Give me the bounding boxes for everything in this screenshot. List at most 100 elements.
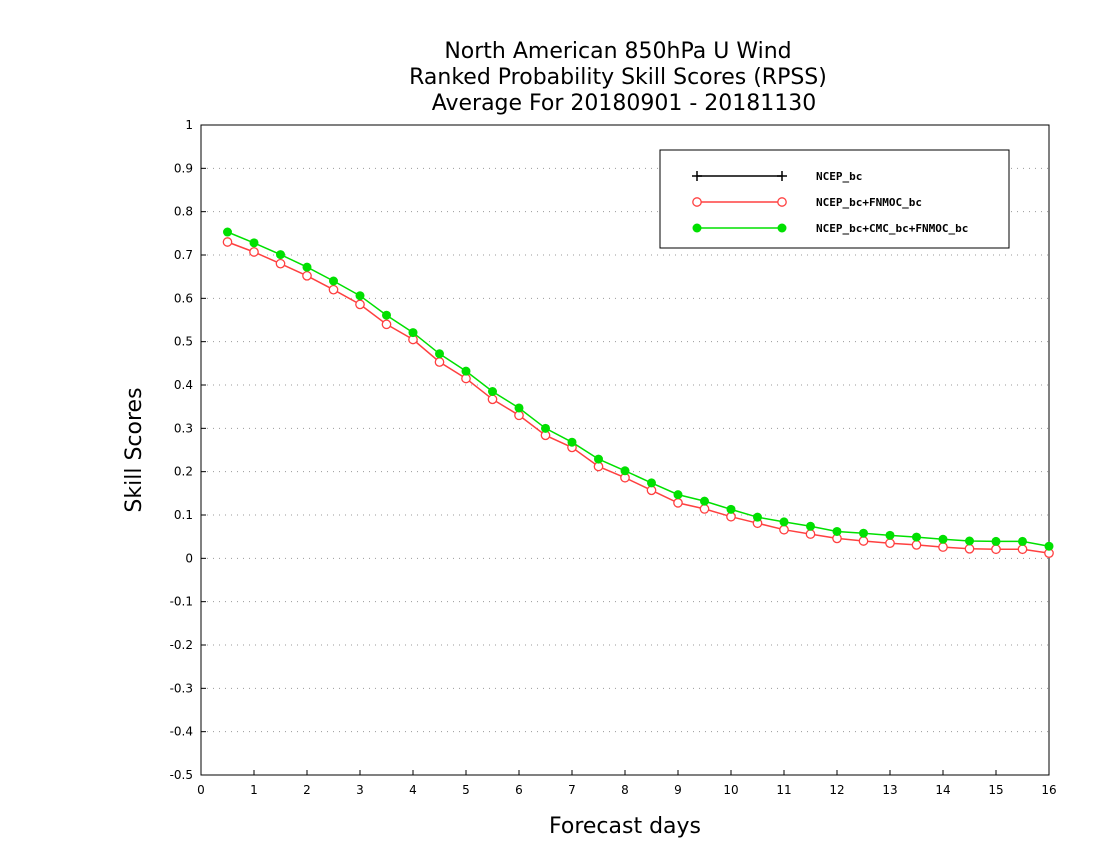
data-point (938, 534, 948, 544)
data-point (805, 529, 816, 539)
x-axis-ticks: 0 1 2 3 4 5 6 7 8 9 10 11 12 13 14 15 16 (197, 770, 1057, 797)
data-point (541, 423, 550, 433)
data-point (594, 454, 603, 464)
x-tick-label: 13 (882, 783, 897, 797)
series-line-1 (227, 241, 1050, 554)
y-tick-label: -0.2 (170, 638, 193, 652)
data-point (1017, 544, 1028, 555)
x-tick-label: 14 (935, 783, 950, 797)
y-tick-label: 0.7 (174, 248, 193, 262)
x-tick-label: 0 (197, 783, 205, 797)
legend-box (659, 149, 1010, 249)
y-tick-label: -0.1 (170, 595, 193, 609)
data-point (699, 504, 710, 514)
legend-item-1: NCEP_bc+FNMOC_bc (692, 196, 922, 209)
y-tick-label: 0.5 (174, 335, 193, 349)
data-point (885, 530, 895, 540)
x-tick-label: 4 (409, 783, 417, 797)
x-tick-label: 2 (303, 783, 311, 797)
y-tick-label: 0.4 (174, 378, 193, 392)
horizontal-gridlines (201, 167, 1049, 733)
title-line-3: Average For 20180901 - 20181130 (432, 91, 817, 116)
x-tick-label: 12 (829, 783, 844, 797)
x-tick-label: 6 (515, 783, 523, 797)
data-point (408, 328, 418, 338)
data-point (382, 310, 391, 320)
y-tick-label: -0.3 (170, 681, 193, 695)
data-point (434, 357, 445, 367)
y-axis-label: Skill Scores (122, 387, 147, 512)
y-tick-label: 0.3 (174, 421, 193, 435)
data-point (435, 349, 444, 359)
x-tick-label: 11 (776, 783, 791, 797)
x-tick-label: 15 (988, 783, 1003, 797)
y-tick-label: 0.6 (174, 291, 193, 305)
data-point (753, 512, 762, 522)
x-tick-label: 3 (356, 783, 364, 797)
data-point (912, 532, 921, 542)
chart-title: North American 850hPa U Wind Ranked Prob… (409, 39, 827, 116)
data-point (488, 387, 497, 396)
data-point (381, 319, 392, 330)
legend-label: NCEP_bc+CMC_bc+FNMOC_bc (816, 222, 968, 235)
data-point (355, 299, 365, 310)
legend-item-0: NCEP_bc (692, 170, 862, 183)
data-point (302, 262, 312, 272)
y-tick-label: -0.4 (170, 725, 193, 739)
data-point (779, 524, 789, 535)
data-point (249, 238, 259, 248)
data-point (673, 490, 683, 500)
data-point (514, 403, 524, 413)
data-point (302, 270, 312, 281)
x-tick-label: 9 (674, 783, 682, 797)
data-point (673, 498, 683, 508)
y-tick-label: 0.9 (174, 161, 193, 175)
data-point (858, 536, 869, 546)
legend-marker-start (692, 171, 702, 181)
data-point (726, 504, 736, 514)
data-point (832, 526, 842, 536)
data-point (461, 366, 471, 376)
y-tick-label: -0.5 (170, 768, 193, 782)
x-axis-label: Forecast days (549, 814, 701, 839)
series-1 (222, 237, 1054, 558)
data-point (222, 237, 233, 247)
data-point (487, 394, 498, 405)
data-point (964, 543, 975, 554)
legend-marker-end (777, 197, 787, 207)
x-tick-label: 8 (621, 783, 629, 797)
x-tick-label: 5 (462, 783, 470, 797)
data-point (1044, 541, 1054, 551)
legend-marker-start (692, 197, 702, 207)
data-point (329, 276, 338, 286)
legend-marker-start (692, 223, 702, 233)
series-line-2 (227, 231, 1050, 547)
title-line-2: Ranked Probability Skill Scores (RPSS) (409, 65, 827, 90)
data-point (249, 247, 259, 257)
data-point (991, 536, 1001, 546)
data-point (859, 528, 868, 538)
y-axis-ticks: -0.5 -0.4 -0.3 -0.2 -0.1 0 0.1 0.2 0.3 0.4 0.5 0.6 0… (170, 118, 206, 782)
data-point (806, 521, 815, 531)
y-tick-label: 1 (185, 118, 193, 132)
data-point (647, 478, 656, 488)
series-2 (223, 227, 1054, 551)
x-tick-label: 7 (568, 783, 576, 797)
data-point (700, 496, 709, 506)
x-tick-label: 1 (250, 783, 258, 797)
data-point (991, 544, 1001, 555)
data-point (355, 291, 365, 301)
data-point (911, 540, 922, 550)
y-tick-label: 0 (185, 551, 193, 565)
data-point (779, 517, 789, 527)
data-point (938, 542, 948, 552)
legend-label: NCEP_bc+FNMOC_bc (816, 196, 922, 209)
data-point (885, 538, 895, 549)
legend-marker-end (777, 171, 787, 181)
x-tick-label: 16 (1041, 783, 1056, 797)
data-point (567, 437, 577, 447)
legend-marker-end (777, 223, 787, 233)
y-tick-label: 0.2 (174, 465, 193, 479)
legend-label: NCEP_bc (816, 170, 862, 183)
